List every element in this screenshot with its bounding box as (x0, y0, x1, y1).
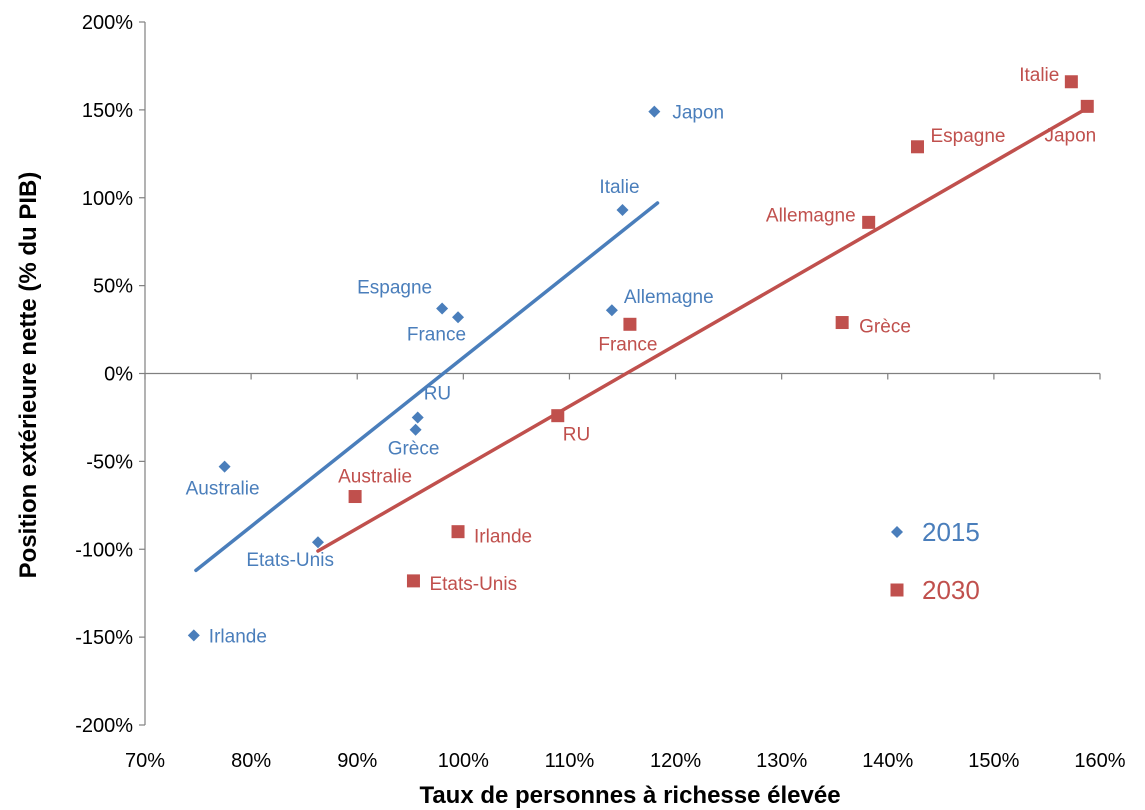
x-tick-label: 140% (862, 750, 913, 772)
label-2015-Etats-Unis: Etats-Unis (246, 550, 334, 571)
point-2015-Italie (616, 204, 629, 217)
label-2015-Grèce: Grèce (388, 439, 440, 460)
label-2030-Allemagne: Allemagne (766, 205, 856, 226)
label-2015-Japon: Japon (672, 103, 724, 124)
point-labels: Japon Italie Allemagne Espagne France RU Grèce… (186, 65, 1097, 648)
y-tick-label: -50% (86, 451, 133, 473)
legend-marker-2015 (891, 526, 903, 538)
label-2030-Grèce: Grèce (859, 317, 911, 338)
label-2030-Australie: Australie (338, 467, 412, 488)
point-2015-RU (411, 411, 424, 424)
label-2015-Australie: Australie (186, 479, 260, 500)
x-tick-label: 160% (1074, 750, 1125, 772)
point-2030-Allemagne (862, 215, 876, 229)
y-tick-label: -150% (75, 627, 133, 649)
y-tick-label: 50% (93, 276, 133, 298)
label-2015-Espagne: Espagne (357, 277, 432, 298)
x-tick-label: 110% (545, 750, 595, 772)
legend-marker-2030 (890, 583, 904, 597)
x-tick-label: 130% (756, 750, 807, 772)
x-tick-label: 120% (650, 750, 701, 772)
x-ticks: 70% 80% 90% 100% 110% 120% 130% 140% 150% 160% (125, 373, 1126, 772)
label-2030-France: France (598, 334, 657, 355)
trendlines (194, 106, 1090, 573)
y-axis-title: Position extérieure nette (% du PIB) (15, 172, 42, 579)
point-2015-Irlande (187, 629, 200, 642)
point-2030-Italie (1064, 75, 1078, 89)
y-tick-label: 200% (82, 12, 133, 34)
label-2015-Allemagne: Allemagne (624, 287, 714, 308)
y-tick-label: -100% (75, 539, 133, 561)
legend: 2015 2030 (890, 517, 980, 605)
x-tick-label: 100% (438, 750, 489, 772)
x-tick-label: 80% (231, 750, 271, 772)
label-2015-Irlande: Irlande (209, 626, 267, 647)
point-2030-Japon (1080, 99, 1094, 113)
legend-label-2015: 2015 (922, 517, 980, 547)
point-2030-Etats-Unis (406, 574, 420, 588)
x-tick-label: 150% (968, 750, 1019, 772)
point-2015-Allemagne (605, 304, 618, 317)
point-2015-Japon (648, 105, 661, 118)
point-2030-Espagne (910, 140, 924, 154)
x-tick-label: 70% (125, 750, 165, 772)
point-2030-Grèce (835, 316, 849, 330)
y-ticks: 200% 150% 100% 50% 0% -50% -100% -150% -200% (75, 12, 145, 737)
data-points (187, 75, 1094, 642)
point-2015-France (452, 311, 465, 324)
point-2030-France (623, 317, 637, 331)
label-2030-Italie: Italie (1019, 65, 1059, 86)
label-2030-Etats-Unis: Etats-Unis (429, 574, 517, 595)
point-2015-Espagne (436, 302, 449, 315)
point-2015-Australie (218, 460, 231, 473)
point-2030-Irlande (451, 525, 465, 539)
point-2030-RU (551, 409, 565, 423)
legend-label-2030: 2030 (922, 575, 980, 605)
label-2030-Japon: Japon (1044, 125, 1096, 146)
label-2030-RU: RU (563, 425, 590, 446)
label-2030-Espagne: Espagne (930, 126, 1005, 147)
x-tick-label: 90% (337, 750, 377, 772)
y-tick-label: 150% (82, 100, 133, 122)
y-tick-label: 100% (82, 188, 133, 210)
point-2015-Etats-Unis (311, 536, 324, 549)
y-tick-label: -200% (75, 715, 133, 737)
y-tick-label: 0% (104, 364, 133, 386)
trendline-2030 (316, 106, 1090, 553)
label-2015-RU: RU (424, 383, 451, 404)
axes: 200% 150% 100% 50% 0% -50% -100% -150% -200% 70%… (75, 12, 1126, 772)
label-2015-Italie: Italie (599, 177, 639, 198)
point-2030-Australie (348, 490, 362, 504)
point-2015-Grèce (409, 423, 422, 436)
label-2015-France: France (407, 324, 466, 345)
trendline-2015 (194, 201, 660, 573)
label-2030-Irlande: Irlande (474, 527, 532, 548)
x-axis-title: Taux de personnes à richesse élevée (419, 782, 840, 809)
